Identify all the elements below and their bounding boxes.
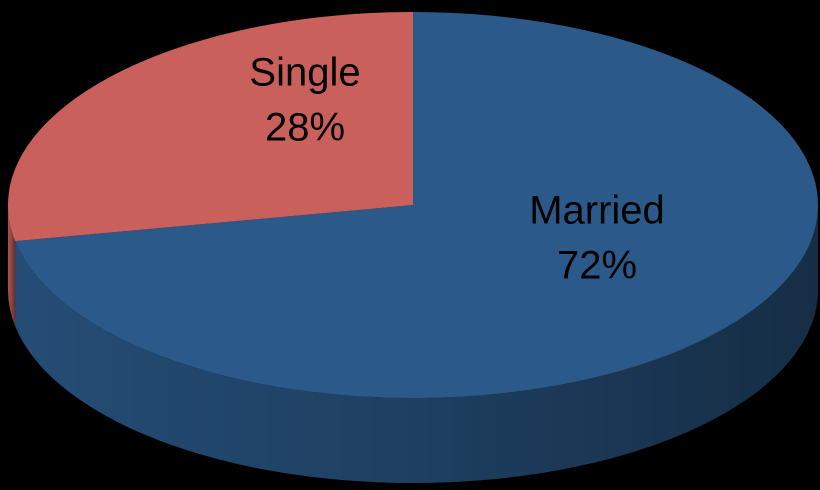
slice-side-shade bbox=[8, 205, 16, 327]
slice-category-label: Single bbox=[249, 51, 360, 95]
slice bbox=[15, 12, 819, 398]
slice-side-shade bbox=[15, 205, 819, 484]
slice-value-label: 72% bbox=[557, 244, 637, 288]
slice-value-label: 28% bbox=[265, 106, 345, 150]
slice-category-label: Married bbox=[529, 189, 665, 233]
slice bbox=[7, 12, 414, 242]
